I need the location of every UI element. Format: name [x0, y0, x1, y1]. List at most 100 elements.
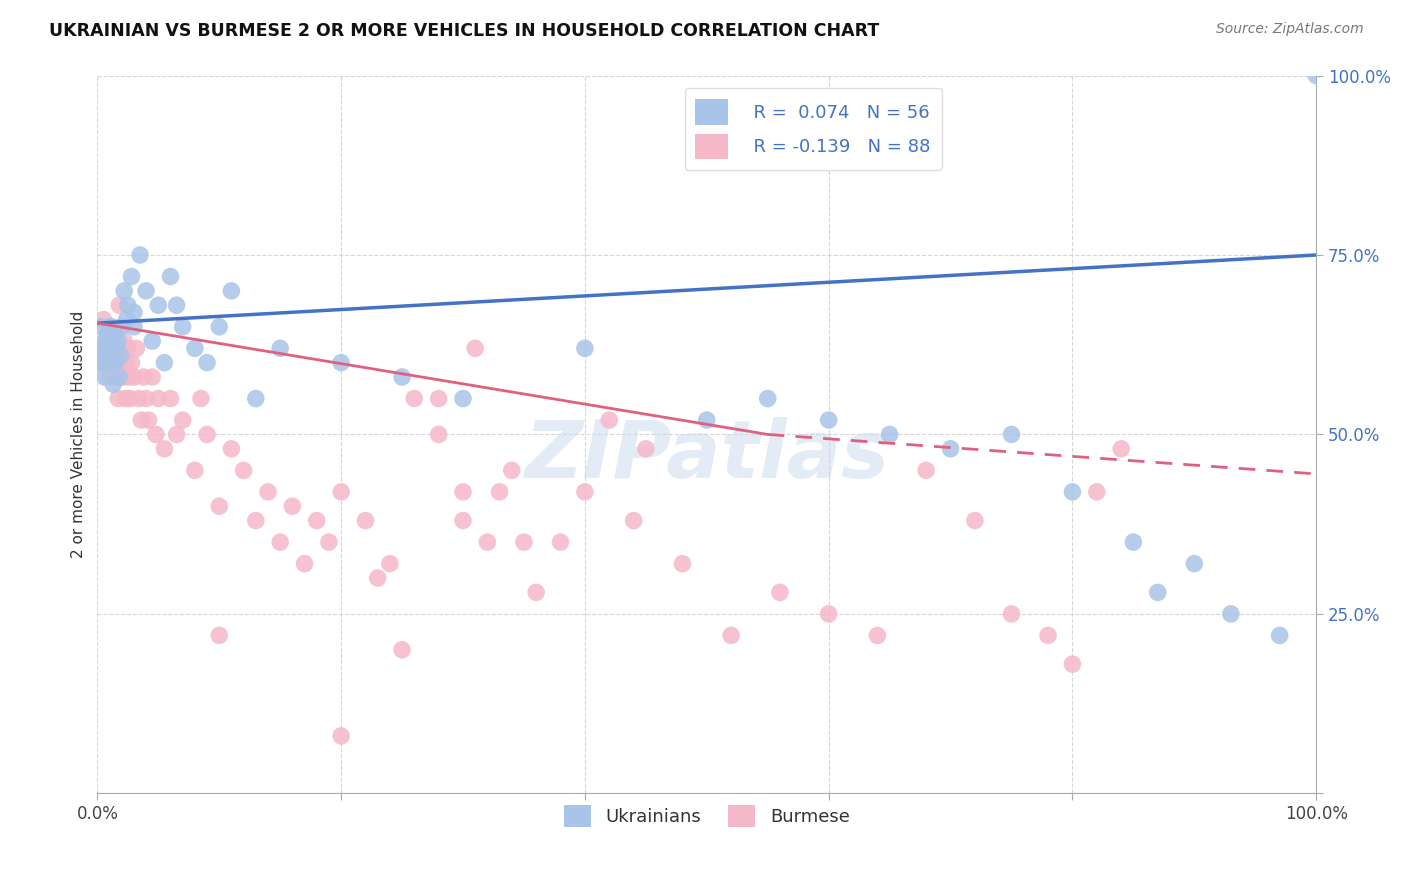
Point	[354, 514, 377, 528]
Point	[1122, 535, 1144, 549]
Point	[148, 392, 170, 406]
Point	[122, 370, 145, 384]
Point	[598, 413, 620, 427]
Point	[305, 514, 328, 528]
Point	[464, 341, 486, 355]
Point	[94, 356, 117, 370]
Point	[1109, 442, 1132, 456]
Point	[120, 392, 142, 406]
Point	[93, 370, 115, 384]
Point	[101, 319, 124, 334]
Point	[159, 269, 181, 284]
Point	[110, 349, 132, 363]
Point	[1268, 628, 1291, 642]
Y-axis label: 2 or more Vehicles in Household: 2 or more Vehicles in Household	[72, 310, 86, 558]
Text: Source: ZipAtlas.com: Source: ZipAtlas.com	[1216, 22, 1364, 37]
Point	[1062, 657, 1084, 672]
Point	[101, 341, 124, 355]
Legend: Ukrainians, Burmese: Ukrainians, Burmese	[557, 798, 856, 835]
Point	[574, 484, 596, 499]
Point	[145, 427, 167, 442]
Point	[110, 356, 132, 370]
Point	[257, 484, 280, 499]
Point	[125, 341, 148, 355]
Point	[756, 392, 779, 406]
Point	[378, 557, 401, 571]
Text: UKRAINIAN VS BURMESE 2 OR MORE VEHICLES IN HOUSEHOLD CORRELATION CHART: UKRAINIAN VS BURMESE 2 OR MORE VEHICLES …	[49, 22, 880, 40]
Point	[112, 334, 135, 348]
Point	[769, 585, 792, 599]
Point	[96, 349, 118, 363]
Point	[330, 484, 353, 499]
Point	[121, 269, 143, 284]
Point	[98, 319, 121, 334]
Point	[269, 341, 291, 355]
Point	[195, 427, 218, 442]
Point	[184, 341, 207, 355]
Point	[281, 500, 304, 514]
Point	[115, 312, 138, 326]
Point	[404, 392, 426, 406]
Point	[269, 535, 291, 549]
Point	[121, 356, 143, 370]
Point	[153, 442, 176, 456]
Point	[208, 500, 231, 514]
Point	[330, 729, 353, 743]
Point	[172, 319, 194, 334]
Point	[817, 607, 839, 621]
Point	[91, 341, 114, 355]
Point	[138, 413, 160, 427]
Point	[100, 356, 122, 370]
Point	[105, 356, 128, 370]
Point	[1000, 607, 1022, 621]
Point	[939, 442, 962, 456]
Point	[111, 319, 134, 334]
Point	[866, 628, 889, 642]
Point	[221, 442, 243, 456]
Point	[451, 392, 474, 406]
Point	[135, 392, 157, 406]
Point	[963, 514, 986, 528]
Point	[114, 392, 136, 406]
Point	[122, 319, 145, 334]
Point	[128, 392, 150, 406]
Point	[117, 341, 139, 355]
Point	[91, 341, 114, 355]
Point	[103, 341, 125, 355]
Point	[391, 642, 413, 657]
Point	[172, 413, 194, 427]
Point	[166, 427, 188, 442]
Point	[232, 463, 254, 477]
Point	[623, 514, 645, 528]
Point	[129, 413, 152, 427]
Point	[1146, 585, 1168, 599]
Point	[1219, 607, 1241, 621]
Point	[111, 370, 134, 384]
Point	[90, 356, 112, 370]
Point	[132, 370, 155, 384]
Point	[1085, 484, 1108, 499]
Point	[488, 484, 510, 499]
Point	[574, 341, 596, 355]
Point	[1062, 484, 1084, 499]
Point	[118, 370, 141, 384]
Point	[105, 341, 128, 355]
Point	[501, 463, 523, 477]
Point	[245, 392, 267, 406]
Point	[190, 392, 212, 406]
Point	[671, 557, 693, 571]
Point	[104, 326, 127, 341]
Point	[111, 341, 134, 355]
Point	[117, 298, 139, 312]
Point	[97, 370, 120, 384]
Point	[93, 356, 115, 370]
Point	[96, 326, 118, 341]
Point	[1000, 427, 1022, 442]
Point	[135, 284, 157, 298]
Point	[141, 370, 163, 384]
Point	[112, 284, 135, 298]
Point	[153, 356, 176, 370]
Point	[817, 413, 839, 427]
Point	[166, 298, 188, 312]
Point	[115, 356, 138, 370]
